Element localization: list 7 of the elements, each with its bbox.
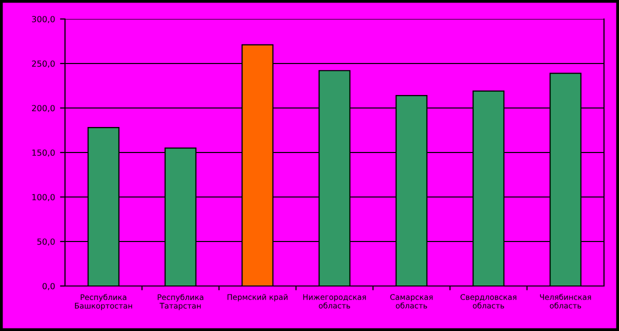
y-tick-label: 100,0	[32, 194, 55, 202]
y-tick-label: 0,0	[42, 282, 55, 290]
y-tick-label: 150,0	[32, 149, 55, 157]
y-tick-label: 300,0	[32, 16, 55, 24]
y-tick-label: 50,0	[37, 238, 55, 246]
y-tick-label: 250,0	[32, 60, 55, 68]
y-tick-label: 200,0	[32, 104, 55, 112]
